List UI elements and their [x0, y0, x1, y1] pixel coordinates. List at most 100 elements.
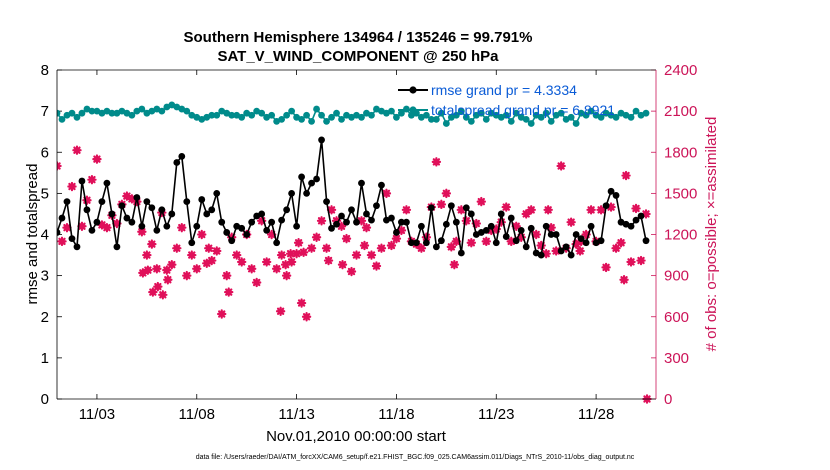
- rmse-point: [178, 152, 186, 160]
- rmse-point: [432, 243, 440, 251]
- x-tick-label: 11/18: [378, 406, 414, 423]
- obs-assimilated-marker: [207, 255, 217, 266]
- rmse-point: [413, 239, 420, 247]
- obs-assimilated-marker: [359, 240, 370, 251]
- obs-assimilated-marker: [346, 266, 357, 277]
- obs-assimilated-marker: [291, 248, 302, 259]
- rmse-point: [193, 222, 201, 230]
- obs-assimilated-marker: [521, 209, 531, 219]
- rmse-point: [328, 224, 335, 232]
- rmse-point: [128, 218, 136, 226]
- totalspread-point: [642, 109, 650, 117]
- totalspread-point: [467, 118, 475, 125]
- obs-assimilated-marker: [631, 203, 641, 214]
- obs-assimilated-marker: [575, 246, 585, 256]
- obs-assimilated-marker: [536, 240, 546, 251]
- obs-assimilated-marker: [148, 287, 158, 297]
- obs-assimilated-marker: [112, 218, 122, 229]
- rmse-point: [273, 239, 281, 247]
- totalspread-point: [368, 111, 375, 119]
- rmse-point: [408, 239, 415, 247]
- obs-assimilated-marker: [626, 257, 636, 267]
- obs-assimilated-marker: [551, 246, 561, 256]
- y-tick-label: 4: [41, 227, 49, 244]
- y2-tick-label: 0: [664, 391, 672, 408]
- obs-assimilated-marker: [331, 216, 342, 226]
- rmse-point: [612, 192, 620, 199]
- obs-assimilated-marker: [57, 236, 67, 247]
- rmse-point: [243, 231, 251, 238]
- totalspread-point: [627, 113, 635, 121]
- rmse-point: [238, 224, 246, 232]
- totalspread-point: [547, 118, 555, 125]
- totalspread-point: [482, 115, 490, 123]
- obs-assimilated-marker: [619, 275, 629, 285]
- rmse-point: [183, 198, 191, 206]
- rmse-point: [0, 206, 3, 213]
- rmse-point: [118, 202, 126, 210]
- obs-assimilated-marker: [162, 265, 172, 275]
- obs-assimilated-marker: [566, 217, 576, 227]
- obs-assimilated-marker: [280, 259, 291, 270]
- rmse-point: [577, 235, 585, 243]
- obs-assimilated-marker: [224, 287, 234, 297]
- rmse-point: [373, 202, 380, 210]
- obs-assimilated-marker: [143, 265, 153, 275]
- rmse-point: [348, 206, 355, 214]
- y-tick-label: 6: [41, 144, 49, 161]
- obs-assimilated-marker: [371, 261, 382, 271]
- y-tick-label: 3: [41, 268, 49, 285]
- rmse-point: [422, 239, 430, 247]
- totalspread-point: [452, 111, 460, 119]
- obs-assimilated-marker: [621, 170, 631, 181]
- y2-tick-label: 2100: [664, 103, 697, 120]
- totalspread-point: [138, 105, 146, 113]
- rmse-point: [138, 222, 146, 230]
- rmse-point: [278, 216, 286, 224]
- rmse-point: [228, 237, 236, 245]
- obs-assimilated-marker: [285, 248, 296, 259]
- obs-assimilated-marker: [306, 243, 317, 253]
- obs-assimilated-marker: [271, 264, 282, 274]
- totalspread-point: [228, 111, 236, 119]
- obs-assimilated-marker: [72, 145, 82, 155]
- rmse-point: [323, 198, 330, 206]
- rmse-point: [482, 226, 490, 234]
- obs-assimilated-marker: [531, 229, 541, 240]
- rmse-point: [427, 204, 435, 212]
- rmse-point: [148, 204, 156, 212]
- rmse-point: [93, 218, 101, 226]
- obs-assimilated-marker: [596, 205, 606, 215]
- obs-assimilated-marker: [366, 250, 377, 260]
- rmse-point: [587, 222, 595, 230]
- totalspread-point: [537, 113, 545, 121]
- rmse-point: [0, 229, 3, 236]
- obs-assimilated-marker: [543, 205, 553, 215]
- obs-assimilated-marker: [316, 216, 327, 226]
- obs-assimilated-marker: [222, 270, 232, 281]
- totalspread-point: [323, 118, 330, 125]
- totalspread-point: [432, 115, 440, 123]
- rmse-point: [263, 226, 271, 234]
- obs-assimilated-marker: [311, 232, 322, 242]
- rmse-point: [0, 235, 3, 242]
- obs-assimilated-marker: [276, 250, 287, 260]
- totalspread-point: [313, 105, 320, 113]
- rmse-point: [153, 226, 161, 234]
- y-tick-label: 2: [41, 309, 49, 326]
- obs-assimilated-marker: [326, 205, 337, 215]
- obs-assimilated-marker: [496, 217, 506, 227]
- obs-assimilated-marker: [446, 242, 457, 252]
- rmse-point: [398, 218, 405, 226]
- rmse-point: [213, 189, 221, 197]
- rmse-point: [512, 237, 520, 245]
- rmse-point: [353, 218, 360, 226]
- rmse-point: [0, 223, 3, 230]
- rmse-point: [298, 173, 305, 181]
- obs-assimilated-marker: [323, 255, 334, 266]
- rmse-point: [283, 206, 291, 214]
- obs-assimilated-marker: [386, 240, 397, 251]
- obs-assimilated-marker: [546, 222, 556, 233]
- rmse-point: [627, 222, 635, 230]
- obs-assimilated-marker: [571, 239, 581, 249]
